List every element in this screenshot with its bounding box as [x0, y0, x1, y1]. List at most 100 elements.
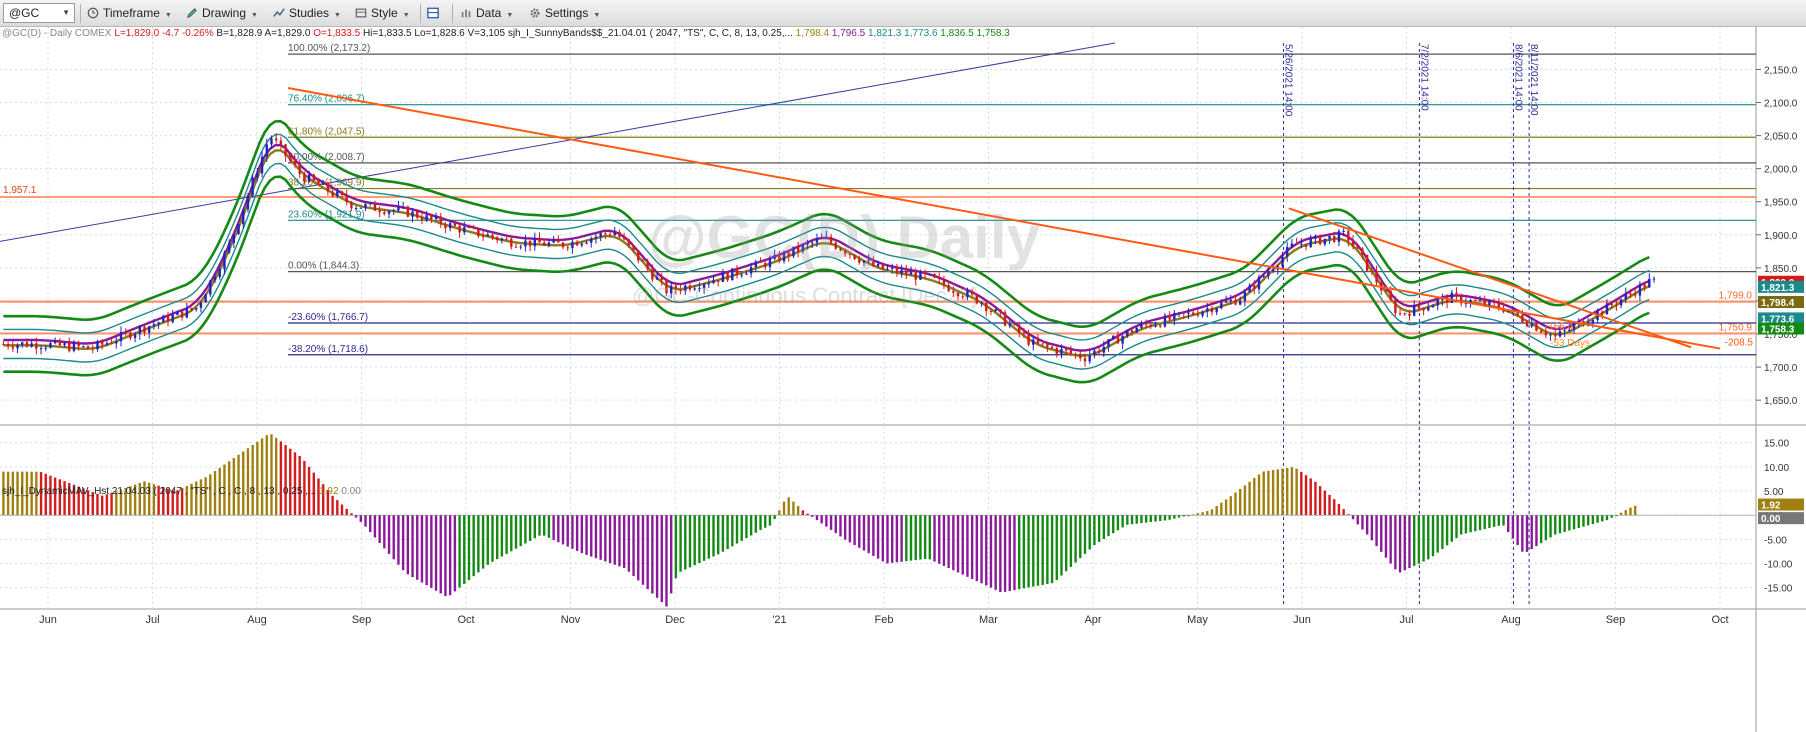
histogram-bar — [1455, 515, 1458, 539]
candle-up — [1088, 355, 1091, 362]
histogram-bar — [364, 515, 367, 527]
histogram-bar — [853, 515, 856, 546]
studies-button[interactable]: Studies ▼ — [272, 4, 341, 23]
histogram-bar — [745, 515, 748, 539]
histogram-bar — [632, 515, 635, 577]
candle-up — [321, 182, 325, 185]
toolbar-divider — [80, 4, 81, 23]
histogram-bar — [340, 504, 344, 516]
histogram-bar — [1582, 515, 1585, 527]
candle-down — [674, 285, 678, 290]
settings-button[interactable]: Settings ▼ — [528, 4, 600, 23]
chevron-down-icon: ▼ — [593, 12, 601, 19]
histogram-bar — [246, 448, 250, 516]
histogram-bar — [580, 515, 584, 554]
candle-up — [1488, 300, 1491, 306]
price-chart[interactable]: 1,650.01,700.01,750.01,800.01,850.01,900… — [0, 27, 1806, 732]
histogram-bar — [538, 515, 541, 536]
candle-up — [265, 144, 268, 157]
toolbar-divider — [452, 4, 453, 23]
candle-up — [411, 211, 414, 217]
trendline-label: -208.5 — [1725, 337, 1754, 348]
candle-up — [655, 277, 659, 280]
candle-up — [876, 263, 880, 267]
candle-up — [1257, 276, 1261, 290]
toolbar-divider — [420, 4, 421, 23]
histogram-bar — [622, 515, 626, 568]
histogram-bar — [928, 515, 932, 560]
candle-up — [115, 341, 118, 344]
symbol-input[interactable]: @GC ▼ — [3, 3, 75, 23]
histogram-bar — [627, 515, 631, 572]
candle-down — [1041, 343, 1044, 345]
histogram-bar — [1572, 515, 1576, 530]
candle-down — [985, 302, 988, 311]
histogram-bar — [1554, 515, 1557, 535]
histogram-bar — [660, 515, 663, 603]
candle-down — [1633, 293, 1637, 296]
candle-down — [961, 296, 964, 298]
histogram-bar — [970, 515, 974, 579]
candle-down — [1389, 290, 1392, 300]
chevron-down-icon[interactable]: ▼ — [62, 8, 70, 17]
histogram-bar — [49, 475, 52, 516]
candle-up — [1229, 299, 1232, 302]
histogram-bar — [608, 515, 612, 564]
candle-down — [651, 269, 654, 280]
candle-up — [768, 259, 772, 268]
style-button[interactable]: Style ▼ — [354, 4, 410, 23]
candle-down — [843, 250, 847, 254]
legend-value-2: 1,796.5 — [831, 28, 866, 39]
fib-level-label: -23.60% (1,766.7) — [288, 312, 368, 323]
candle-up — [669, 285, 673, 294]
histogram-bar — [1074, 515, 1077, 563]
histogram-bar — [655, 515, 659, 598]
histogram-bar — [336, 500, 339, 516]
legend-value-6: 1,758.3 — [976, 28, 1010, 39]
x-tick-label: Oct — [457, 614, 474, 626]
candle-up — [547, 242, 551, 246]
histogram-bar — [1017, 515, 1021, 590]
histogram-bar — [448, 515, 452, 596]
histogram-bar — [6, 471, 10, 516]
candle-down — [1196, 314, 1200, 316]
candle-up — [448, 223, 452, 229]
candle-down — [345, 195, 348, 203]
histogram-bar — [980, 515, 983, 584]
histogram-bar — [1558, 515, 1562, 534]
histogram-bar — [693, 515, 696, 566]
x-tick-label: Dec — [665, 614, 685, 626]
histogram-bar — [829, 515, 833, 530]
candle-up — [1224, 301, 1228, 303]
layout-button[interactable] — [426, 4, 443, 23]
drawing-label: Drawing — [202, 6, 247, 20]
pencil-icon — [187, 8, 197, 18]
histogram-bar — [839, 515, 842, 537]
histogram-bar — [867, 515, 870, 554]
timeframe-button[interactable]: Timeframe ▼ — [86, 4, 172, 23]
histogram-bar — [1064, 515, 1068, 572]
histogram-bar — [914, 515, 917, 561]
candle-up — [119, 331, 123, 342]
histogram-bar — [1633, 505, 1637, 516]
histogram-bar — [199, 479, 203, 516]
histogram-bar — [1615, 515, 1618, 517]
candle-down — [1422, 308, 1425, 311]
histogram-bar — [994, 515, 997, 590]
candle-down — [1483, 300, 1486, 306]
candle-up — [825, 236, 828, 238]
histogram-bar — [481, 515, 485, 569]
histogram-bar — [735, 515, 739, 544]
drawing-button[interactable]: Drawing ▼ — [185, 4, 258, 23]
time-marker-label: 8/11/2021 14:00 — [1528, 44, 1539, 116]
data-button[interactable]: Data ▼ — [459, 4, 513, 23]
y-tick-label: 1,850.0 — [1764, 264, 1798, 275]
candle-up — [49, 343, 52, 348]
histogram-bar — [669, 515, 673, 594]
candle-up — [1464, 303, 1468, 305]
candle-up — [30, 343, 33, 347]
candle-up — [919, 271, 922, 280]
candle-up — [242, 209, 245, 225]
histogram-bar — [985, 515, 988, 586]
histogram-bar — [740, 515, 743, 541]
